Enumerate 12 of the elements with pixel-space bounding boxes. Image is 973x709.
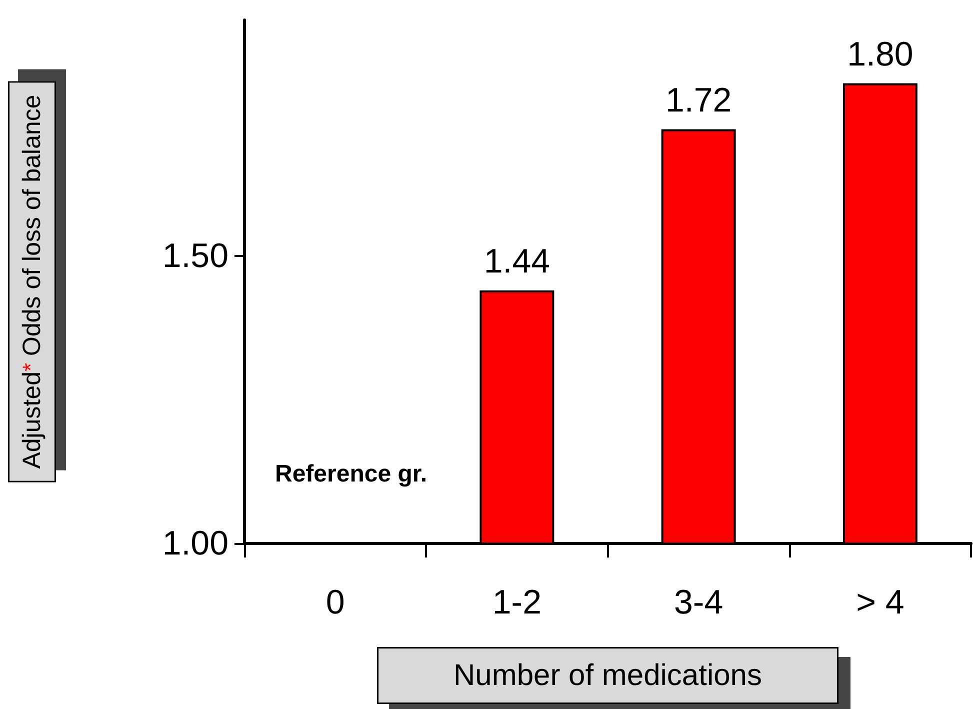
y-axis-title: Adjusted* Odds of loss of balance (18, 94, 46, 469)
x-tick-label: 1-2 (492, 584, 542, 622)
annotation: Reference gr. (275, 460, 428, 488)
data-label: 1.72 (665, 81, 732, 120)
data-label: 1.80 (847, 35, 914, 74)
y-tick-label: 1.00 (162, 524, 228, 562)
x-tick-label: 0 (326, 584, 345, 622)
data-label: 1.44 (484, 242, 550, 280)
x-tick-label: > 4 (856, 584, 904, 622)
y-tick-label: 1.50 (162, 236, 228, 275)
x-tick-label: 3-4 (674, 584, 724, 622)
x-axis-title: Number of medications (454, 659, 762, 692)
